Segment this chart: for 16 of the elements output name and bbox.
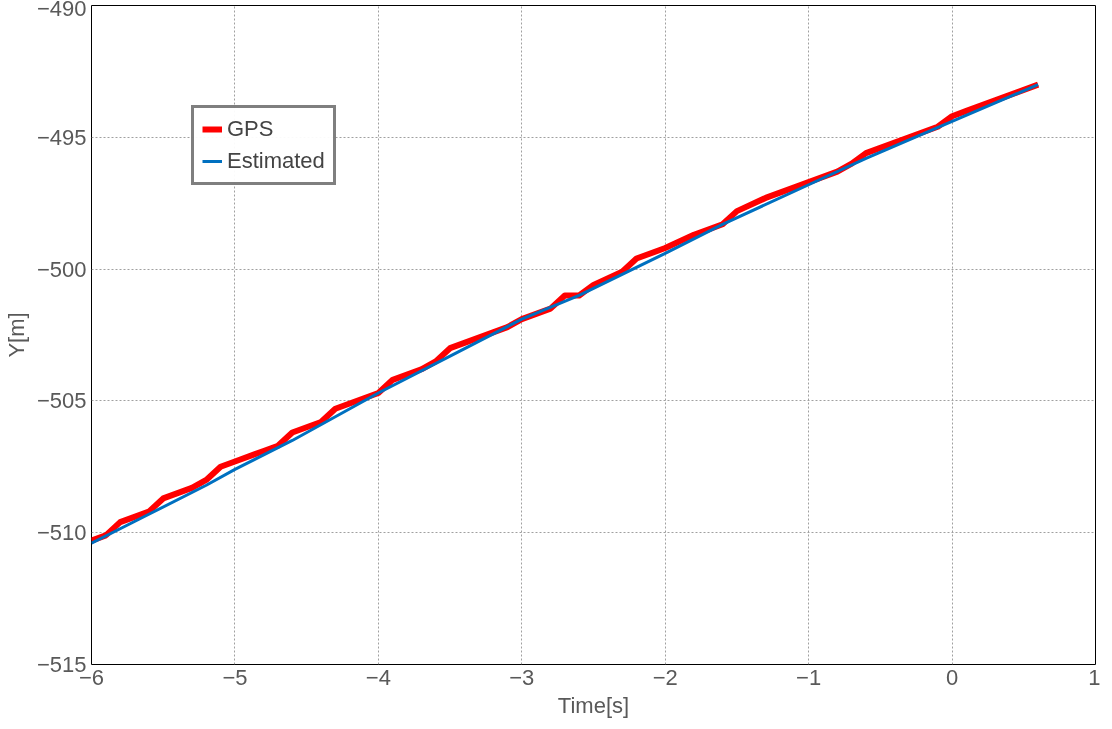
x-axis-title: Time[s]	[557, 692, 630, 718]
y-tick-label: −495	[36, 124, 87, 150]
x-tick-label: −2	[652, 664, 678, 690]
legend-label: GPS	[227, 116, 274, 142]
y-tick-label: −490	[36, 0, 87, 21]
y-tick-label: −510	[36, 520, 87, 546]
x-tick-label: −4	[365, 664, 391, 690]
x-tick-label: −5	[222, 664, 248, 690]
x-tick-label: −1	[796, 664, 822, 690]
legend-label: Estimated	[227, 148, 325, 174]
y-axis-title: Y[m]	[3, 312, 29, 358]
x-tick-label: 0	[945, 664, 959, 690]
x-tick-label: −3	[509, 664, 535, 690]
x-tick-label: 1	[1088, 664, 1101, 690]
y-tick-label: −505	[36, 388, 87, 414]
y-tick-label: −500	[36, 256, 87, 282]
